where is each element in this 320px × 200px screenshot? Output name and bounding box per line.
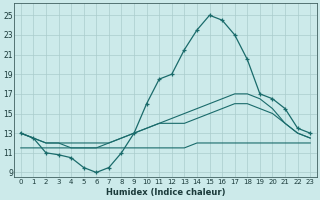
X-axis label: Humidex (Indice chaleur): Humidex (Indice chaleur) — [106, 188, 225, 197]
